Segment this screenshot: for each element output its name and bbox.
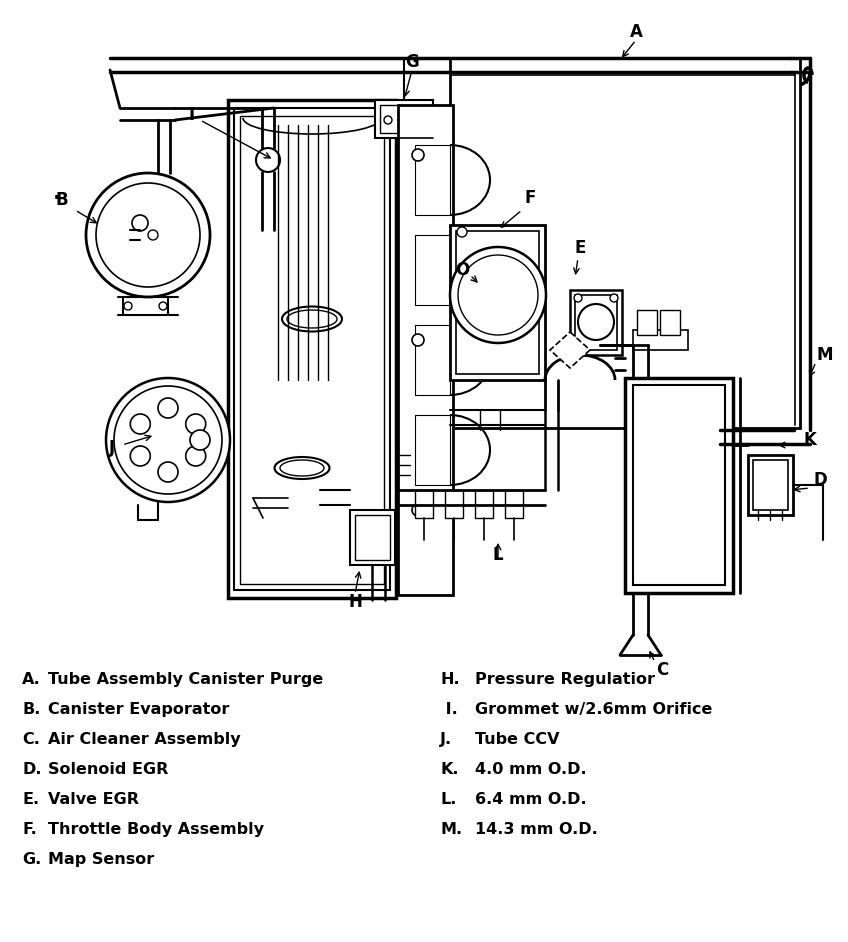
Text: G.: G. xyxy=(22,852,42,867)
Text: 4.0 mm O.D.: 4.0 mm O.D. xyxy=(475,762,587,777)
Bar xyxy=(228,100,396,598)
Text: Grommet w/2.6mm Orifice: Grommet w/2.6mm Orifice xyxy=(475,702,712,717)
Text: J.: J. xyxy=(440,732,452,747)
Bar xyxy=(633,330,688,350)
Circle shape xyxy=(574,294,582,302)
Text: A: A xyxy=(629,23,643,41)
Text: Solenoid EGR: Solenoid EGR xyxy=(48,762,169,777)
Circle shape xyxy=(190,430,210,450)
Text: A.: A. xyxy=(22,672,41,687)
Bar xyxy=(753,460,788,510)
Text: C: C xyxy=(656,661,668,679)
Bar xyxy=(398,105,453,595)
Circle shape xyxy=(457,227,467,237)
Polygon shape xyxy=(550,332,590,368)
Circle shape xyxy=(458,255,538,335)
Text: 14.3 mm O.D.: 14.3 mm O.D. xyxy=(475,822,598,837)
Text: Pressure Regulatior: Pressure Regulatior xyxy=(475,672,655,687)
Bar xyxy=(234,108,390,590)
Text: Tube Assembly Canister Purge: Tube Assembly Canister Purge xyxy=(48,672,323,687)
Text: ·: · xyxy=(53,188,61,208)
Text: Valve EGR: Valve EGR xyxy=(48,792,139,807)
Bar xyxy=(637,310,657,335)
Circle shape xyxy=(132,215,148,231)
Text: F: F xyxy=(524,189,536,207)
Text: L: L xyxy=(493,546,504,564)
Circle shape xyxy=(131,446,150,466)
Bar xyxy=(575,295,617,350)
Circle shape xyxy=(158,398,178,418)
Circle shape xyxy=(158,462,178,482)
Text: I.: I. xyxy=(440,702,458,717)
Bar xyxy=(415,145,450,215)
Text: B.: B. xyxy=(22,702,41,717)
Circle shape xyxy=(114,386,222,494)
Text: D: D xyxy=(813,471,827,489)
Text: K.: K. xyxy=(440,762,459,777)
Text: M: M xyxy=(817,346,834,364)
Bar xyxy=(445,490,463,518)
Text: L.: L. xyxy=(440,792,456,807)
Text: H: H xyxy=(348,593,362,611)
Bar xyxy=(375,100,433,138)
Text: D.: D. xyxy=(22,762,42,777)
Circle shape xyxy=(86,173,210,297)
Text: Throttle Body Assembly: Throttle Body Assembly xyxy=(48,822,264,837)
Bar xyxy=(415,415,450,485)
Bar xyxy=(350,510,395,565)
Bar xyxy=(505,490,523,518)
Circle shape xyxy=(578,304,614,340)
Text: 6.4 mm O.D.: 6.4 mm O.D. xyxy=(475,792,587,807)
Bar xyxy=(415,235,450,305)
Circle shape xyxy=(412,334,424,346)
Circle shape xyxy=(106,378,230,502)
Text: I: I xyxy=(189,106,195,124)
Text: H.: H. xyxy=(440,672,460,687)
Bar xyxy=(660,310,680,335)
Circle shape xyxy=(412,149,424,161)
Circle shape xyxy=(186,414,206,434)
Bar xyxy=(240,116,384,584)
Text: E.: E. xyxy=(22,792,39,807)
Text: Canister Evaporator: Canister Evaporator xyxy=(48,702,229,717)
Text: F.: F. xyxy=(22,822,36,837)
Circle shape xyxy=(124,302,132,310)
Circle shape xyxy=(131,414,150,434)
Text: Map Sensor: Map Sensor xyxy=(48,852,154,867)
Bar xyxy=(380,105,428,133)
Bar xyxy=(415,490,433,518)
Circle shape xyxy=(610,294,618,302)
Circle shape xyxy=(384,116,392,124)
Text: O: O xyxy=(455,261,469,279)
Text: M.: M. xyxy=(440,822,462,837)
Text: Air Cleaner Assembly: Air Cleaner Assembly xyxy=(48,732,241,747)
Bar xyxy=(355,515,390,560)
Text: E: E xyxy=(574,239,586,257)
Bar xyxy=(625,378,733,593)
Bar xyxy=(633,385,725,585)
Text: Tube CCV: Tube CCV xyxy=(475,732,560,747)
Circle shape xyxy=(96,183,200,287)
Text: K: K xyxy=(804,431,817,449)
Circle shape xyxy=(412,504,424,516)
Circle shape xyxy=(159,302,167,310)
Bar xyxy=(748,455,793,515)
Text: J: J xyxy=(109,439,115,457)
Text: G: G xyxy=(405,53,419,71)
Bar xyxy=(475,490,493,518)
Text: B: B xyxy=(56,191,69,209)
Circle shape xyxy=(186,446,206,466)
Bar xyxy=(456,231,539,374)
Circle shape xyxy=(256,148,280,172)
Text: C.: C. xyxy=(22,732,40,747)
Circle shape xyxy=(450,247,546,343)
Bar xyxy=(450,58,800,428)
Bar xyxy=(450,225,545,380)
Circle shape xyxy=(148,230,158,240)
Bar xyxy=(415,325,450,395)
Bar xyxy=(570,290,622,355)
